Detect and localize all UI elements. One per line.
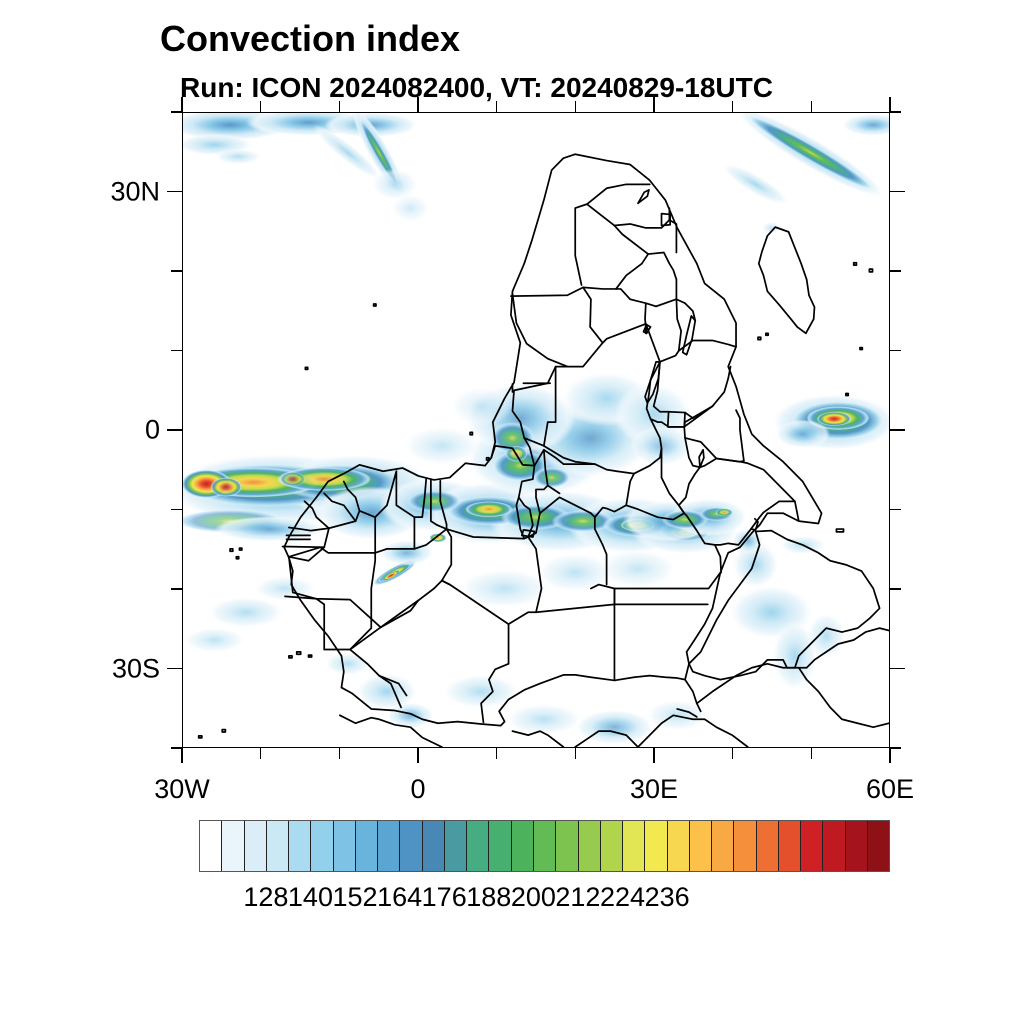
y-tick — [890, 429, 905, 431]
x-tick — [810, 748, 813, 759]
x-axis-label: 30E — [629, 774, 679, 804]
x-tick — [731, 101, 734, 112]
colorbar-cell — [578, 821, 601, 871]
colorbar-cell — [756, 821, 779, 871]
colorbar-tick-label: 224 — [599, 882, 646, 912]
x-tick — [417, 97, 419, 112]
colorbar-cell — [867, 821, 890, 871]
colorbar-tick-label: 200 — [510, 882, 556, 912]
colorbar[interactable] — [199, 820, 890, 872]
colorbar-tick-label: 236 — [644, 882, 690, 912]
x-tick — [653, 748, 655, 763]
colorbar-cell — [645, 821, 668, 871]
y-axis-label: 0 — [144, 414, 160, 445]
colorbar-cell — [467, 821, 490, 871]
x-tick — [495, 748, 498, 759]
x-tick — [181, 748, 183, 763]
colorbar-cell — [266, 821, 290, 871]
x-axis-label: 0 — [410, 774, 426, 804]
colorbar-cell — [244, 821, 267, 871]
colorbar-cell — [823, 821, 846, 871]
y-axis-label: 30S — [111, 653, 160, 683]
colorbar-tick-label: 212 — [555, 882, 601, 912]
colorbar-tick-label: 128 — [243, 882, 289, 912]
x-axis-label: 60E — [865, 774, 915, 804]
x-tick — [889, 748, 891, 763]
x-tick — [731, 748, 734, 759]
colorbar-tick-label: 152 — [332, 882, 378, 912]
page-title: Convection index — [160, 18, 461, 59]
colorbar-tick-label: 164 — [377, 882, 423, 912]
colorbar-cell — [378, 821, 401, 871]
y-tick — [890, 349, 901, 352]
x-tick — [259, 101, 262, 112]
x-tick — [495, 101, 498, 112]
colorbar-cell — [712, 821, 735, 871]
colorbar-cell — [556, 821, 579, 871]
x-axis-label: 30W — [154, 774, 210, 804]
convection-field — [183, 113, 889, 745]
y-tick — [171, 270, 182, 272]
colorbar-cell — [355, 821, 379, 871]
y-tick — [890, 667, 905, 670]
y-tick — [890, 190, 905, 193]
colorbar-cell — [289, 821, 312, 871]
y-tick — [171, 747, 182, 749]
x-tick — [653, 97, 655, 112]
colorbar-cell — [422, 821, 445, 871]
y-tick — [171, 588, 182, 590]
x-tick — [810, 101, 813, 112]
colorbar-cell — [600, 821, 624, 871]
x-tick — [259, 748, 262, 759]
colorbar-tick-label: 176 — [421, 882, 467, 912]
x-tick — [889, 97, 891, 112]
y-tick — [167, 190, 182, 193]
run-validtime-subtitle: Run: ICON 2024082400, VT: 20240829-18UTC — [180, 72, 773, 103]
x-tick — [574, 101, 577, 112]
colorbar-cell — [400, 821, 423, 871]
colorbar-cell — [623, 821, 646, 871]
colorbar-cell — [689, 821, 713, 871]
map-canvas — [183, 113, 889, 747]
colorbar-cell — [222, 821, 245, 871]
y-tick — [171, 349, 182, 352]
coastlines-and-borders — [197, 153, 889, 747]
x-tick — [181, 97, 183, 112]
colorbar-tick-label: 188 — [466, 882, 512, 912]
y-tick — [167, 667, 182, 670]
x-tick — [338, 101, 341, 112]
x-tick — [574, 748, 577, 759]
colorbar-cell — [778, 821, 802, 871]
colorbar-cell — [533, 821, 557, 871]
y-tick — [171, 508, 182, 511]
colorbar-cell — [489, 821, 512, 871]
colorbar-tick-label: 140 — [287, 882, 333, 912]
colorbar-cell — [333, 821, 356, 871]
colorbar-cell — [444, 821, 468, 871]
y-tick — [890, 508, 901, 511]
colorbar-cell — [801, 821, 824, 871]
y-tick — [890, 270, 901, 272]
y-tick — [171, 111, 182, 113]
y-tick — [890, 588, 901, 590]
y-tick — [167, 429, 182, 431]
map-plot-area[interactable] — [182, 112, 890, 748]
colorbar-cell — [845, 821, 868, 871]
colorbar-cell — [511, 821, 534, 871]
colorbar-cell — [311, 821, 334, 871]
x-tick — [417, 748, 419, 763]
colorbar-cell — [200, 821, 223, 871]
y-tick — [890, 111, 901, 113]
colorbar-cell — [667, 821, 690, 871]
x-tick — [338, 748, 341, 759]
colorbar-cell — [734, 821, 757, 871]
y-tick — [890, 747, 901, 749]
y-axis-label: 30N — [110, 176, 160, 206]
